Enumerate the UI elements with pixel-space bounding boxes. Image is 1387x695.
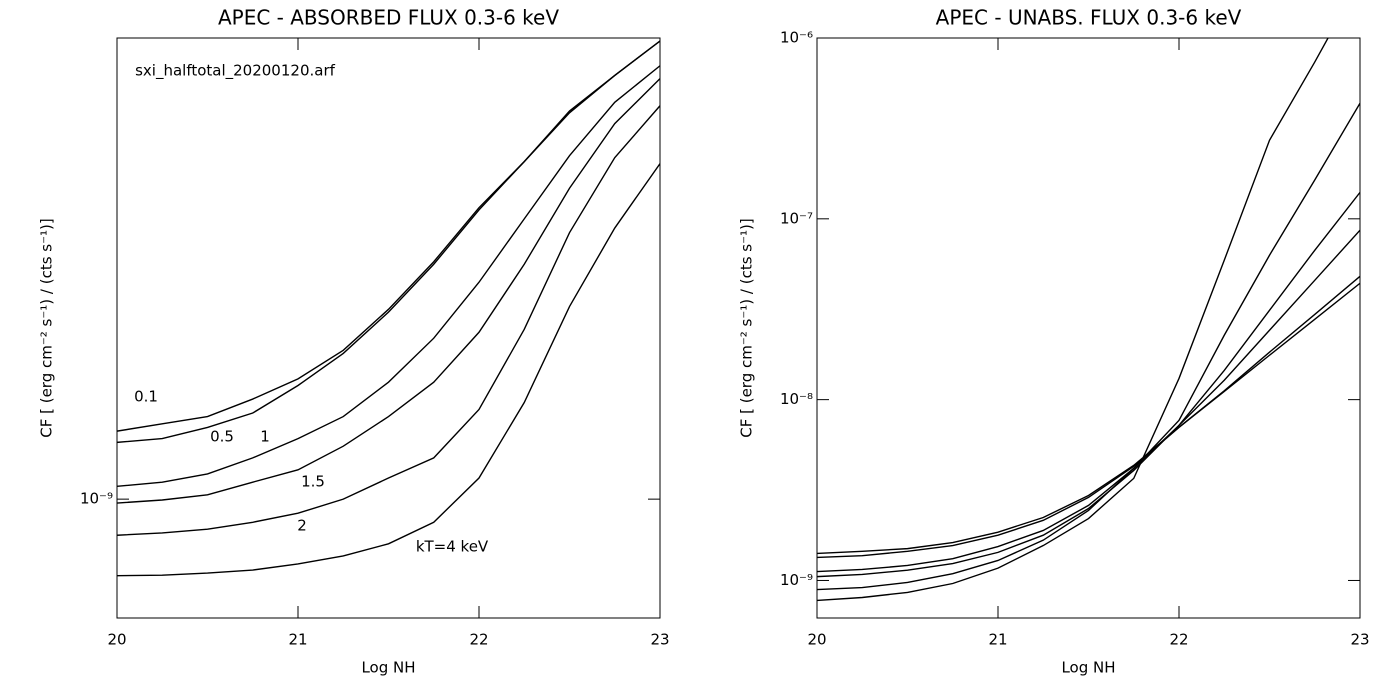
annotation: sxi_halftotal_20200120.arf <box>135 62 336 81</box>
x-tick-label: 22 <box>469 631 488 649</box>
curve <box>817 38 1329 602</box>
plot-frame <box>116 37 661 619</box>
x-axis-label: Log NH <box>361 659 415 677</box>
y-tick-label: 10⁻⁶ <box>780 29 813 47</box>
x-tick-label: 21 <box>988 631 1007 649</box>
plot-frame <box>816 37 1361 619</box>
curves <box>117 40 660 577</box>
curve <box>117 65 660 488</box>
curve-label: kT=4 keV <box>416 538 489 556</box>
x-tick-label: 20 <box>807 631 826 649</box>
y-tick-label: 10⁻⁹ <box>80 490 113 508</box>
y-tick-label: 10⁻⁹ <box>780 571 813 589</box>
curve-label: 1.5 <box>301 473 325 491</box>
x-tick-label: 21 <box>288 631 307 649</box>
y-tick-label: 10⁻⁸ <box>780 390 813 408</box>
curve-label: 2 <box>297 517 307 535</box>
curve <box>817 282 1360 555</box>
x-axis-label: Log NH <box>1061 659 1115 677</box>
curve-label: 1 <box>260 428 270 446</box>
curves <box>817 38 1360 602</box>
curve <box>817 102 1360 591</box>
chart-title: APEC - ABSORBED FLUX 0.3-6 keV <box>218 6 559 30</box>
x-tick-label: 22 <box>1169 631 1188 649</box>
curve-label: 0.1 <box>134 388 158 406</box>
curve <box>817 191 1360 578</box>
curve <box>117 163 660 577</box>
y-axis-label: CF [ (erg cm⁻² s⁻¹) / (cts s⁻¹)] <box>38 218 56 438</box>
curve <box>117 78 660 504</box>
x-tick-label: 23 <box>1350 631 1369 649</box>
curve <box>817 275 1360 559</box>
y-tick-label: 10⁻⁷ <box>780 209 813 227</box>
curve <box>817 229 1360 573</box>
y-axis-label: CF [ (erg cm⁻² s⁻¹) / (cts s⁻¹)] <box>738 218 756 438</box>
curve-label: 0.5 <box>210 428 234 446</box>
x-tick-label: 23 <box>650 631 669 649</box>
chart-title: APEC - UNABS. FLUX 0.3-6 keV <box>936 6 1242 30</box>
curve <box>117 40 660 444</box>
curve <box>117 105 660 536</box>
curve <box>117 40 660 432</box>
x-tick-label: 20 <box>107 631 126 649</box>
